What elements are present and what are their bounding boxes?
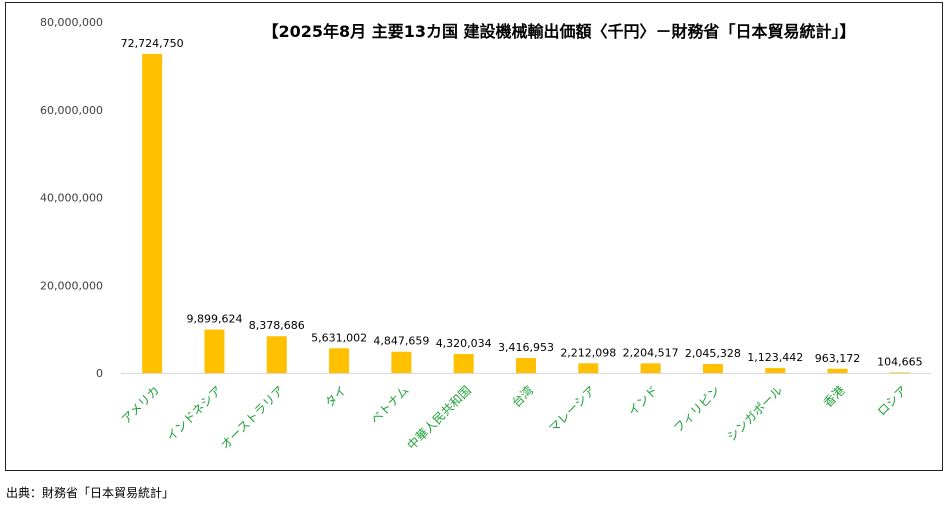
value-label: 1,123,442	[747, 351, 803, 364]
category-label: インドネシア	[164, 383, 225, 444]
bar	[640, 363, 661, 373]
y-tick-label: 80,000,000	[40, 16, 103, 29]
source-note: 出典：財務省「日本貿易統計」	[6, 486, 175, 500]
category-label: マレーシア	[546, 383, 598, 435]
bar	[142, 53, 163, 373]
bar	[765, 368, 786, 373]
category-label: タイ	[322, 383, 349, 410]
y-tick-label: 40,000,000	[40, 192, 103, 205]
bar	[889, 372, 910, 373]
bar	[453, 354, 474, 373]
value-label: 3,416,953	[498, 341, 554, 354]
value-labels: 72,724,750 9,899,624 8,378,686 5,631,002 4,8…	[121, 37, 923, 368]
bar	[516, 358, 536, 373]
value-label: 2,212,098	[560, 346, 616, 359]
value-label: 8,378,686	[249, 319, 305, 332]
bar	[391, 351, 412, 373]
category-label: オーストラリア	[218, 383, 287, 452]
bar	[266, 336, 287, 373]
bar	[827, 368, 848, 373]
category-label: アメリカ	[119, 383, 162, 426]
y-axis: 0 20,000,000 40,000,000 60,000,000 80,000,00…	[40, 16, 103, 380]
category-label: 中華人民共和国	[404, 383, 474, 453]
value-label: 5,631,002	[311, 331, 367, 344]
value-label: 2,045,328	[685, 347, 741, 360]
chart-title: 【2025年8月 主要13カ国 建設機械輸出価額〈千円〉－財務省「日本貿易統計」…	[262, 22, 855, 41]
bar-series	[142, 53, 910, 373]
category-label: ベトナム	[368, 383, 412, 427]
value-label: 104,665	[877, 355, 923, 368]
chart-frame: 【2025年8月 主要13カ国 建設機械輸出価額〈千円〉－財務省「日本貿易統計」…	[5, 2, 943, 471]
value-label: 4,847,659	[373, 335, 429, 348]
value-label: 4,320,034	[436, 337, 492, 350]
y-tick-label: 60,000,000	[40, 104, 103, 117]
category-label: インド	[625, 383, 660, 418]
chart-svg: 【2025年8月 主要13カ国 建設機械輸出価額〈千円〉－財務省「日本貿易統計」…	[40, 16, 931, 453]
category-label: シンガポール	[725, 383, 786, 444]
value-label: 963,172	[815, 352, 861, 365]
category-label: ロシア	[875, 383, 910, 418]
bar	[329, 348, 350, 373]
value-label: 72,724,750	[121, 37, 184, 50]
bar	[204, 329, 225, 373]
value-label: 2,204,517	[623, 346, 679, 359]
category-label: 台湾	[509, 383, 537, 411]
y-tick-label: 0	[96, 367, 103, 380]
category-label: フィリピン	[671, 383, 723, 435]
category-label: 香港	[821, 383, 848, 410]
value-label: 9,899,624	[186, 313, 242, 326]
bar	[578, 363, 599, 373]
bar	[702, 364, 723, 373]
y-tick-label: 20,000,000	[40, 279, 103, 292]
